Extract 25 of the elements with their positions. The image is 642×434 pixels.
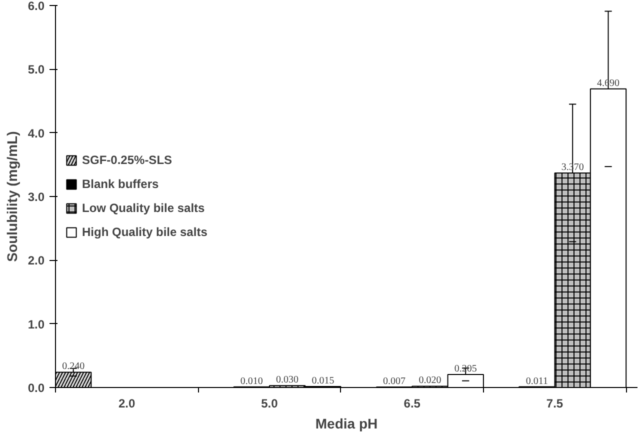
data-label: 0.007 <box>383 376 406 388</box>
data-label: 0.240 <box>62 361 85 372</box>
y-tick-label: 6.0 <box>28 0 45 13</box>
y-tick-label: 1.0 <box>28 317 45 332</box>
data-label: 0.205 <box>454 363 477 374</box>
x-tick-label: 5.0 <box>261 396 278 410</box>
legend-label: High Quality bile salts <box>82 225 208 239</box>
legend-label: Low Quality bile salts <box>82 201 205 215</box>
data-label: 0.015 <box>312 376 334 387</box>
x-tick-label: 2.0 <box>118 396 136 410</box>
data-label: 0.010 <box>240 376 263 387</box>
data-label: 0.011 <box>526 376 548 387</box>
y-tick-label: 2.0 <box>28 254 45 268</box>
x-axis-title: Media pH <box>315 416 378 432</box>
legend-label: SGF-0.25%-SLS <box>82 153 172 167</box>
data-label: 0.030 <box>276 374 299 386</box>
y-tick-label: 3.0 <box>28 190 45 204</box>
y-axis-title: Soulubility (mg/mL) <box>4 131 20 262</box>
x-tick-label: 6.5 <box>404 396 421 410</box>
y-tick-label: 0.0 <box>28 381 45 395</box>
y-tick-label: 5.0 <box>28 62 45 77</box>
legend-label: Blank buffers <box>82 177 159 191</box>
data-label: 0.020 <box>418 375 442 386</box>
y-tick-label: 4.0 <box>28 126 45 140</box>
x-tick-label: 7.5 <box>546 396 564 410</box>
